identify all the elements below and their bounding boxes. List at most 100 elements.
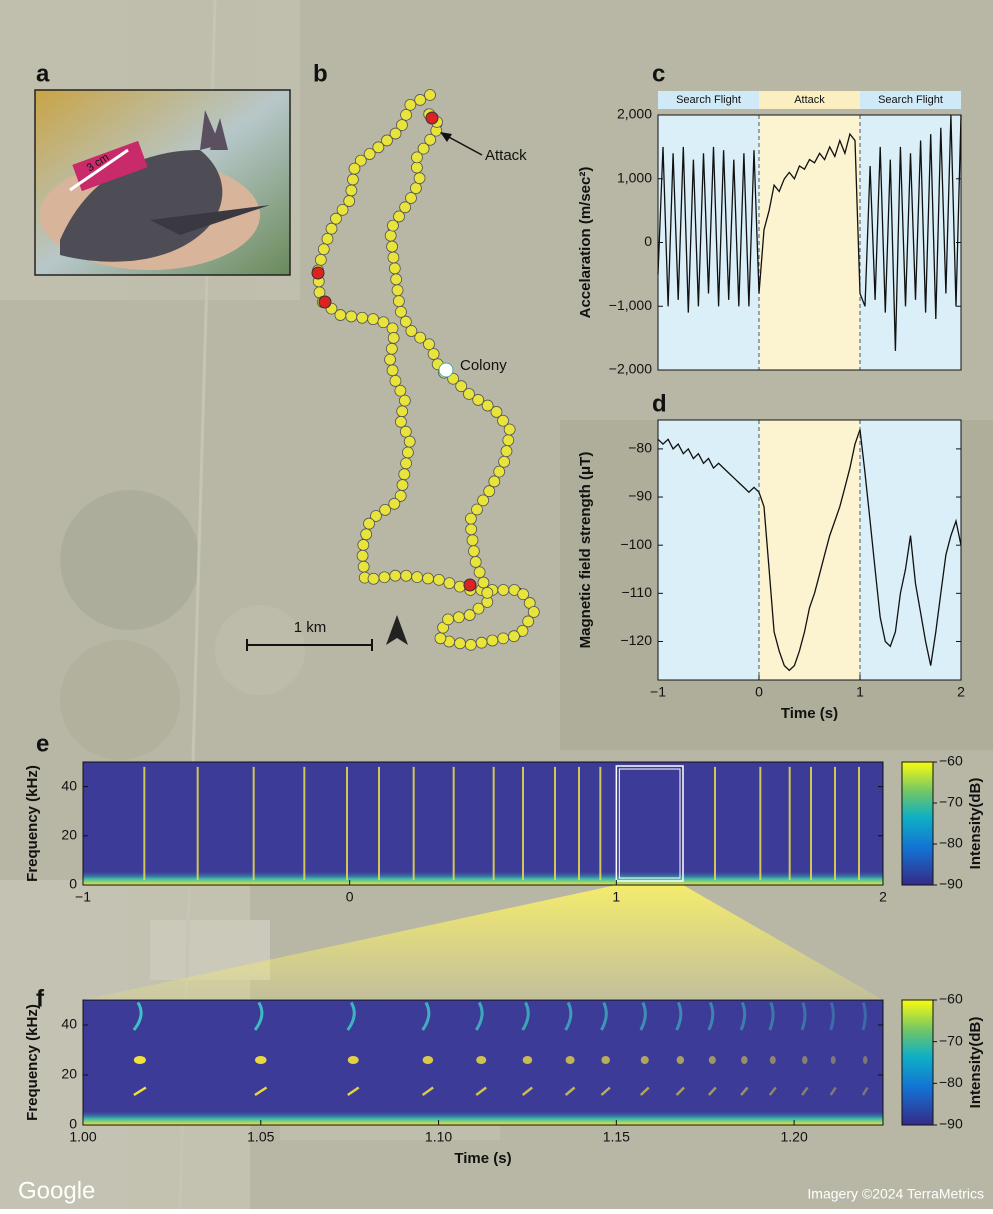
noise-band: [83, 1110, 883, 1125]
track-fix: [435, 633, 446, 644]
call-fundamental: [677, 1056, 685, 1064]
y-axis-label: Magnetic field strength (μT): [577, 452, 594, 649]
track-fix: [368, 314, 379, 325]
track-fix: [346, 185, 357, 196]
call-fundamental: [831, 1056, 836, 1064]
x-axis-label: Time (s): [454, 1150, 511, 1167]
track-fix: [401, 458, 412, 469]
track-fix: [326, 223, 337, 234]
colorbar-tick-label: −80: [939, 1074, 963, 1090]
track-fix: [393, 296, 404, 307]
attribution: Imagery ©2024 TerraMetrics: [807, 1186, 984, 1202]
y-tick-label: −120: [620, 632, 652, 648]
x-tick-label: 0: [346, 889, 354, 905]
colorbar-tick-label: −90: [939, 1116, 963, 1132]
y-tick-label: −2,000: [609, 361, 652, 377]
track-fix: [390, 375, 401, 386]
colony-label: Colony: [460, 357, 507, 374]
y-tick-label: 20: [61, 1066, 77, 1082]
track-fix: [405, 99, 416, 110]
y-tick-label: −90: [628, 488, 652, 504]
track-fix: [379, 572, 390, 583]
call-fundamental: [641, 1056, 649, 1064]
track-fix: [501, 446, 512, 457]
attack-fix: [312, 267, 324, 279]
track-fix: [411, 162, 422, 173]
x-tick-label: 1.20: [780, 1129, 807, 1145]
call-fundamental: [476, 1056, 486, 1064]
track-fix: [347, 174, 358, 185]
attack-fix: [319, 296, 331, 308]
track-fix: [395, 385, 406, 396]
attack-fix: [464, 579, 476, 591]
colorbar-tick-label: −70: [939, 1032, 963, 1048]
y-tick-label: 1,000: [617, 169, 652, 185]
track-fix: [402, 447, 413, 458]
track-fix: [482, 587, 493, 598]
track-fix: [357, 312, 368, 323]
attack-fix: [426, 112, 438, 124]
phase-region: [658, 115, 759, 370]
phase-region: [860, 115, 961, 370]
x-axis-label: Time (s): [781, 705, 838, 722]
phase-region: [860, 420, 961, 680]
track-fix: [395, 416, 406, 427]
track-fix: [346, 311, 357, 322]
y-tick-label: −100: [620, 536, 652, 552]
call-fundamental: [863, 1056, 868, 1064]
colorbar-tick-label: −70: [939, 794, 963, 810]
noise-band: [83, 870, 883, 885]
attribution: Google: [18, 1177, 95, 1204]
track-fix: [465, 639, 476, 650]
track-fix: [428, 349, 439, 360]
bat-photo: 3 cm: [35, 90, 290, 275]
colorbar-label: Intensity(dB): [967, 1017, 984, 1109]
y-tick-label: 0: [644, 233, 652, 249]
x-tick-label: −1: [75, 889, 91, 905]
x-tick-label: 0: [755, 684, 763, 700]
x-tick-label: 1.15: [603, 1129, 630, 1145]
colorbar-label: Intensity(dB): [967, 778, 984, 870]
track-fix: [410, 183, 421, 194]
y-tick-label: 20: [61, 827, 77, 843]
panel-label: e: [36, 730, 49, 757]
scale-bar-label: 1 km: [294, 619, 327, 636]
track-fix: [385, 230, 396, 241]
x-tick-label: 1.10: [425, 1129, 452, 1145]
figure: 3 cm Attack Colony 1 km Google Imagery ©…: [0, 0, 993, 1209]
track-fix: [476, 637, 487, 648]
track-fix: [412, 572, 423, 583]
x-tick-label: 2: [957, 684, 965, 700]
colorbar: [902, 1000, 933, 1125]
attack-label: Attack: [485, 147, 527, 164]
track-fix: [414, 173, 425, 184]
y-axis-label: Frequency (kHz): [24, 765, 41, 882]
track-fix: [392, 285, 403, 296]
track-fix: [388, 332, 399, 343]
y-tick-label: −80: [628, 440, 652, 456]
y-tick-label: 2,000: [617, 106, 652, 122]
call-fundamental: [423, 1056, 434, 1064]
track-fix: [425, 90, 436, 101]
colony-marker: [439, 363, 453, 377]
track-fix: [315, 254, 326, 265]
track-fix: [478, 577, 489, 588]
page: {"panel_labels": ["a", "b", "c", "d", "e…: [0, 0, 993, 1209]
x-tick-label: 1.05: [247, 1129, 274, 1145]
track-fix: [498, 585, 509, 596]
call-fundamental: [348, 1056, 359, 1064]
phase-label: Search Flight: [676, 94, 741, 106]
spectrogram-background: [83, 762, 883, 885]
track-fix: [361, 529, 372, 540]
y-tick-label: 40: [61, 1016, 77, 1032]
track-fix: [399, 395, 410, 406]
x-tick-label: 2: [879, 889, 887, 905]
call-fundamental: [601, 1056, 610, 1064]
track-fix: [433, 574, 444, 585]
track-fix: [330, 213, 341, 224]
track-fix: [322, 233, 333, 244]
track-fix: [387, 241, 398, 252]
panel-label: b: [313, 60, 328, 87]
track-fix: [454, 638, 465, 649]
x-tick-label: −1: [650, 684, 666, 700]
